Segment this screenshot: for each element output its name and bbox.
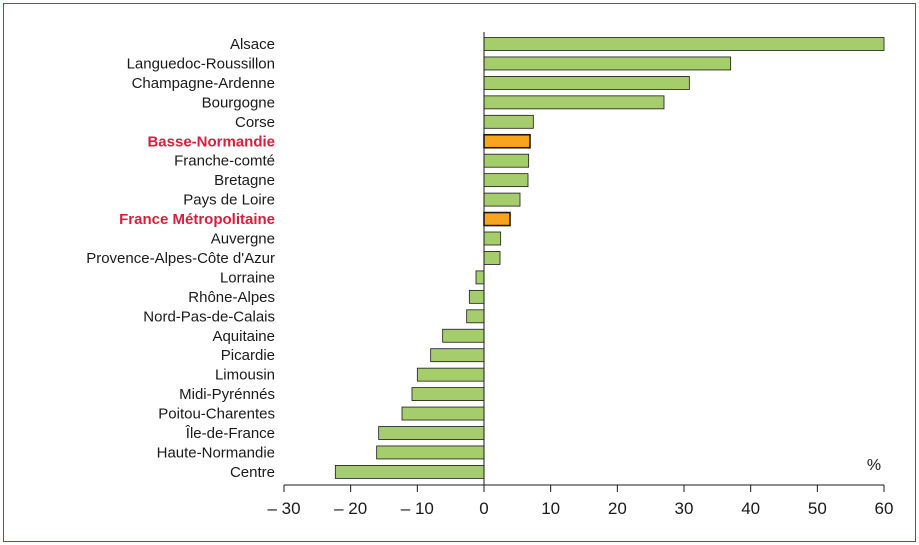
- category-label-alsace: Alsace: [230, 36, 275, 53]
- bar-aquitaine: [442, 328, 485, 343]
- bar-haute-normandie: [376, 445, 485, 460]
- x-tick-label: 0: [479, 499, 488, 518]
- bars-group: [334, 37, 885, 479]
- category-label-provence-alpes-cote-d-azur: Provence-Alpes-Côte d'Azur: [86, 250, 275, 267]
- bar-france-metropolitaine: [483, 211, 511, 227]
- bar-bourgogne: [483, 95, 665, 110]
- category-label-centre: Centre: [230, 464, 275, 481]
- category-label-poitou-charentes: Poitou-Charentes: [158, 406, 275, 423]
- bar-auvergne: [483, 231, 502, 246]
- category-label-france-metropolitaine: France Métropolitaine: [119, 211, 275, 228]
- x-tick-label: 50: [808, 499, 827, 518]
- x-tick-label: – 30: [267, 499, 300, 518]
- category-label-rhone-alpes: Rhône-Alpes: [188, 289, 275, 306]
- category-label-haute-normandie: Haute-Normandie: [157, 444, 275, 461]
- category-label-limousin: Limousin: [215, 367, 275, 384]
- x-tick-label: 40: [741, 499, 760, 518]
- x-ticks-group: – 30 – 20 – 10 0 10 20 30 40 50 60: [267, 485, 893, 518]
- x-tick-label: 10: [541, 499, 560, 518]
- bar-basse-normandie: [483, 133, 531, 149]
- category-label-aquitaine: Aquitaine: [212, 328, 275, 345]
- bar-nord-pas-de-calais: [466, 309, 485, 324]
- bar-midi-pyrennes: [411, 387, 485, 402]
- x-tick-label: – 20: [334, 499, 367, 518]
- bar-picardie: [430, 348, 485, 363]
- category-labels-group: Alsace Languedoc-Roussillon Champagne-Arde…: [86, 36, 275, 481]
- bar-bretagne: [483, 173, 529, 188]
- x-tick-label: – 10: [401, 499, 434, 518]
- category-label-franche-comte: Franche-comté: [174, 153, 275, 170]
- category-label-bourgogne: Bourgogne: [202, 94, 275, 111]
- category-label-lorraine: Lorraine: [220, 269, 275, 286]
- bar-ile-de-france: [378, 426, 485, 440]
- bar-provence-alpes-cote-d-azur: [483, 251, 501, 265]
- bar-alsace: [483, 37, 885, 51]
- category-label-nord-pas-de-calais: Nord-Pas-de-Calais: [143, 308, 275, 325]
- category-label-corse: Corse: [235, 114, 275, 131]
- unit-label: %: [867, 457, 881, 474]
- bar-centre: [334, 464, 485, 479]
- category-label-pays-de-loire: Pays de Loire: [183, 192, 275, 209]
- bar-poitou-charentes: [401, 406, 485, 421]
- bar-languedoc-roussillon: [483, 56, 732, 71]
- x-tick-label: 20: [608, 499, 627, 518]
- category-label-picardie: Picardie: [221, 347, 275, 364]
- bar-corse: [483, 114, 534, 129]
- bar-limousin: [416, 367, 485, 382]
- x-tick-label: 60: [875, 499, 894, 518]
- category-label-bretagne: Bretagne: [214, 172, 275, 189]
- x-tick-label: 30: [675, 499, 694, 518]
- category-label-auvergne: Auvergne: [211, 231, 275, 248]
- bar-rhone-alpes: [468, 289, 485, 304]
- bar-franche-comte: [483, 153, 530, 168]
- bar-pays-de-loire: [483, 192, 521, 207]
- category-label-champagne-ardenne: Champagne-Ardenne: [132, 75, 275, 92]
- category-label-ile-de-france: Île-de-France: [185, 425, 275, 442]
- bar-lorraine: [475, 270, 485, 285]
- category-label-midi-pyrennes: Midi-Pyrénnés: [179, 386, 275, 403]
- category-label-basse-normandie: Basse-Normandie: [147, 133, 275, 150]
- bar-champagne-ardenne: [483, 76, 690, 90]
- category-label-languedoc-roussillon: Languedoc-Roussillon: [127, 55, 275, 72]
